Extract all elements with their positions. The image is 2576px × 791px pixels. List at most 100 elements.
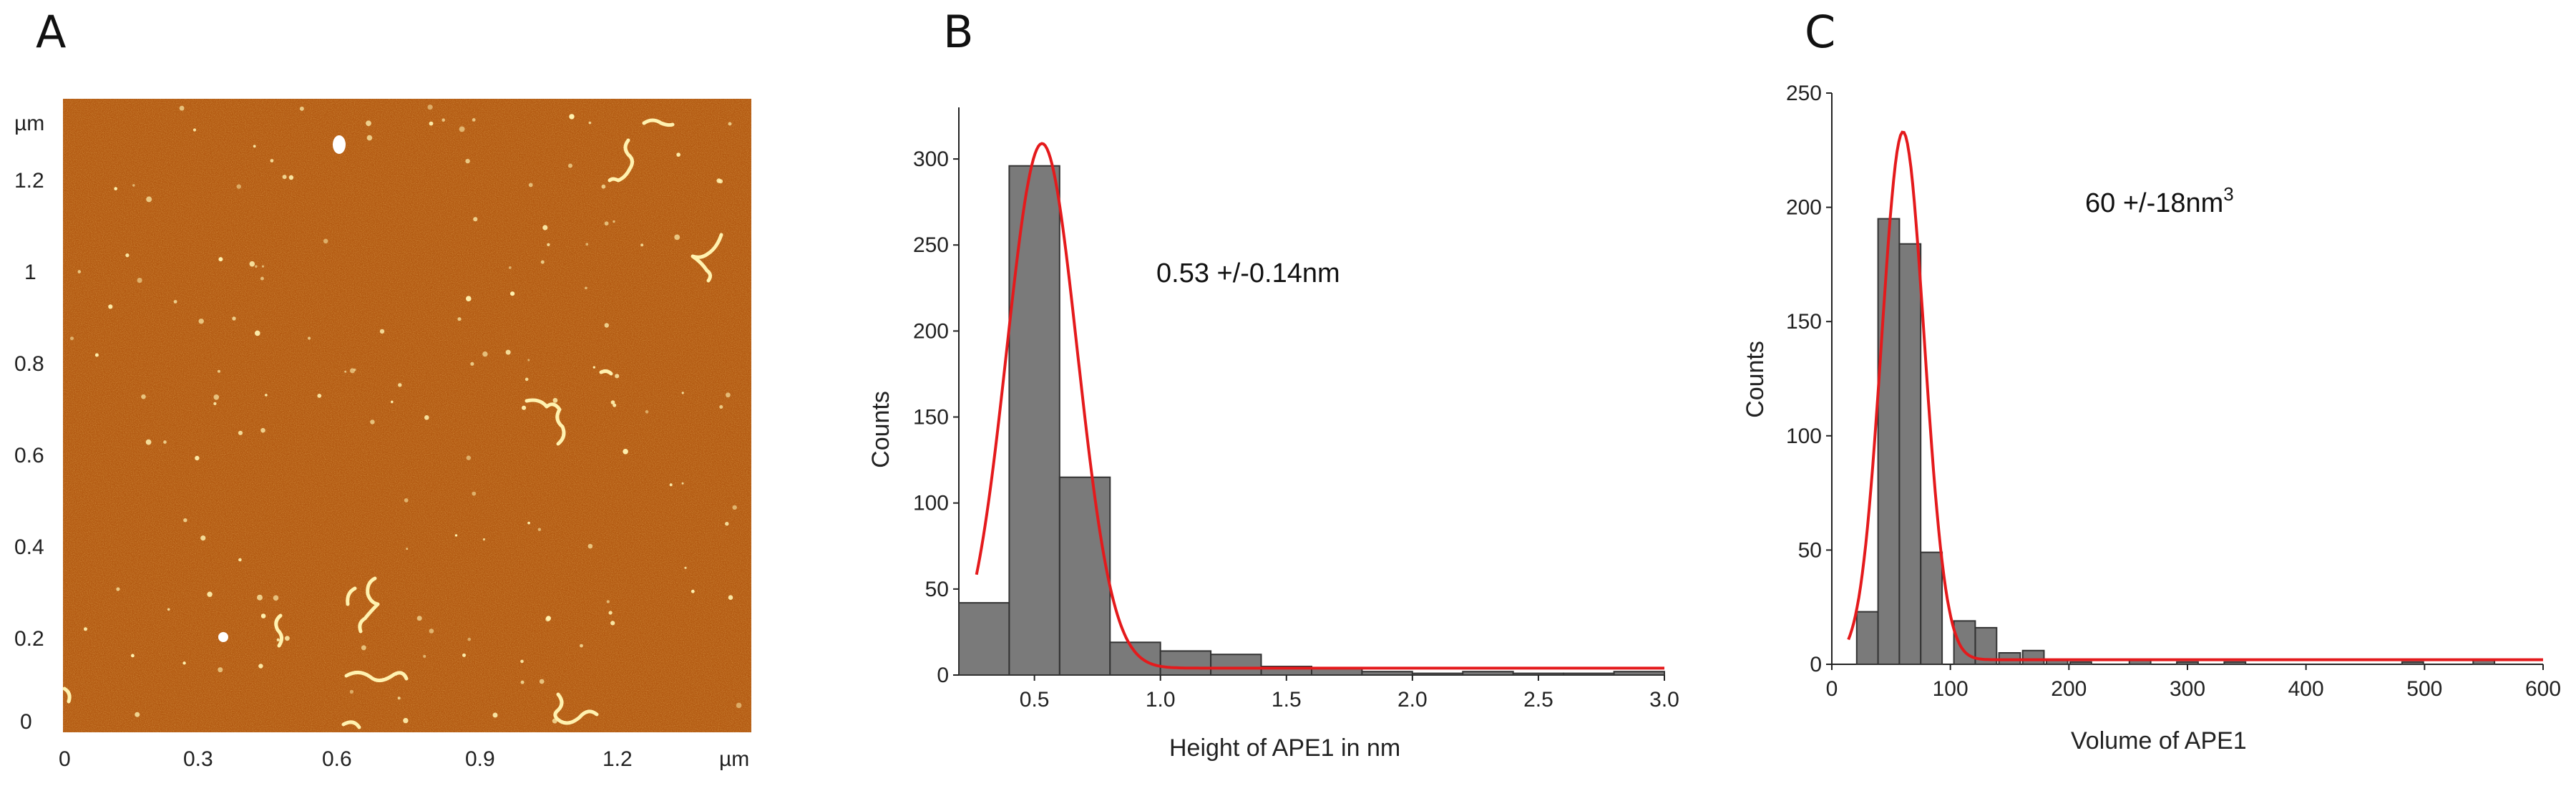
height-bar: [1260, 666, 1312, 676]
volume-y-tick-label: 250: [1786, 82, 1822, 105]
afm-y-tick: 0.8: [14, 352, 44, 376]
afm-particle: [466, 455, 471, 460]
volume-x-tick-label: 200: [2051, 677, 2087, 701]
height-y-tick-label: 150: [913, 406, 949, 430]
height-x-tick-label: 1.5: [1272, 688, 1302, 712]
afm-particle: [726, 392, 731, 398]
afm-particle: [317, 394, 322, 398]
afm-particle: [135, 712, 140, 717]
afm-x-tick: 0.3: [183, 747, 213, 771]
height-bar: [1210, 654, 1262, 676]
afm-particle: [238, 558, 242, 562]
afm-particle: [218, 369, 220, 373]
afm-particle: [482, 538, 486, 541]
afm-particle: [482, 351, 488, 357]
afm-particle: [467, 637, 472, 641]
afm-particle: [273, 595, 279, 601]
afm-particle: [423, 654, 426, 658]
volume-fit-annotation-text: 60 +/-18nm: [2085, 188, 2223, 218]
afm-particle: [472, 491, 477, 496]
afm-particle: [232, 316, 236, 321]
afm-particle: [218, 632, 228, 642]
afm-particle: [725, 522, 729, 526]
afm-particle: [366, 120, 371, 127]
height-fit-annotation: 0.53 +/-0.14nm: [1156, 258, 1340, 288]
volume-bar: [1855, 611, 1879, 665]
afm-x-unit: µm: [719, 747, 749, 771]
height-fit-curve: [975, 142, 1664, 670]
afm-particle: [333, 135, 346, 154]
afm-particle: [465, 158, 470, 164]
afm-y-tick: 0.6: [14, 444, 44, 467]
afm-particle: [585, 243, 589, 246]
afm-particle: [282, 175, 287, 180]
afm-y-unit: µm: [14, 112, 44, 135]
afm-particles: [70, 105, 742, 724]
afm-particle: [592, 366, 595, 369]
volume-y-tick-label: 50: [1798, 538, 1822, 562]
afm-x-axis: 0 0.3 0.6 0.9 1.2 µm: [59, 747, 749, 771]
afm-particle: [258, 664, 263, 669]
afm-strand: [358, 576, 380, 634]
volume-bar: [2223, 661, 2247, 665]
afm-particle: [728, 122, 732, 126]
volume-bar: [2472, 659, 2496, 665]
afm-particle: [492, 712, 498, 718]
afm-particle: [427, 105, 433, 110]
afm-strand: [274, 613, 283, 648]
afm-particle: [736, 702, 742, 709]
height-bar: [958, 602, 1010, 676]
afm-particle: [198, 319, 204, 324]
afm-particle: [542, 225, 548, 230]
afm-strand: [62, 686, 72, 704]
height-x-tick-label: 2.0: [1397, 688, 1428, 712]
volume-fit-annotation-sup: 3: [2223, 183, 2233, 205]
volume-bar: [1953, 620, 1976, 666]
afm-particle: [353, 368, 356, 372]
afm-particle: [257, 594, 263, 601]
height-x-tick-label: 2.5: [1523, 688, 1553, 712]
height-x-tick-label: 0.5: [1020, 688, 1050, 712]
afm-particle: [404, 498, 409, 503]
afm-particle: [276, 638, 280, 642]
afm-particle: [681, 482, 684, 485]
afm-particle: [200, 535, 206, 541]
afm-strand: [691, 233, 723, 283]
volume-fit-annotation: 60 +/-18nm3: [2085, 183, 2234, 218]
afm-y-axis: µm 1.2 1 0.8 0.6 0.4 0.2 0: [14, 112, 44, 734]
afm-particle: [604, 221, 609, 226]
afm-particle: [719, 405, 723, 409]
volume-x-tick-label: 400: [2288, 677, 2324, 701]
volume-bar: [2021, 649, 2045, 665]
afm-particle: [163, 440, 167, 444]
afm-particle: [508, 266, 512, 269]
afm-particle: [260, 427, 265, 433]
volume-x-tick-label: 500: [2406, 677, 2442, 701]
volume-bar: [2128, 659, 2152, 665]
afm-particle: [522, 405, 527, 410]
afm-strand: [599, 369, 613, 376]
volume-bar: [2401, 661, 2424, 665]
afm-particle: [441, 118, 445, 122]
afm-particle: [569, 114, 575, 120]
afm-particle: [145, 439, 152, 445]
afm-particle: [615, 374, 620, 379]
height-y-tick-label: 200: [913, 319, 949, 343]
volume-bar: [1998, 652, 2021, 665]
height-y-tick-label: 50: [925, 578, 949, 601]
afm-particle: [218, 667, 223, 673]
afm-particle: [608, 611, 613, 615]
height-y-tick-label: 300: [913, 147, 949, 171]
afm-particle: [70, 336, 74, 341]
afm-particle: [195, 455, 200, 461]
afm-particle: [116, 587, 120, 591]
afm-particle: [601, 184, 606, 189]
afm-particle: [462, 653, 466, 657]
afm-particle: [610, 400, 615, 404]
volume-x-tick-label: 100: [1933, 677, 1968, 701]
afm-particle: [270, 159, 274, 162]
volume-y-tick-label: 0: [1810, 653, 1822, 676]
height-x-tick-label: 3.0: [1649, 688, 1679, 712]
afm-particle: [510, 291, 515, 296]
afm-particle: [146, 196, 152, 203]
